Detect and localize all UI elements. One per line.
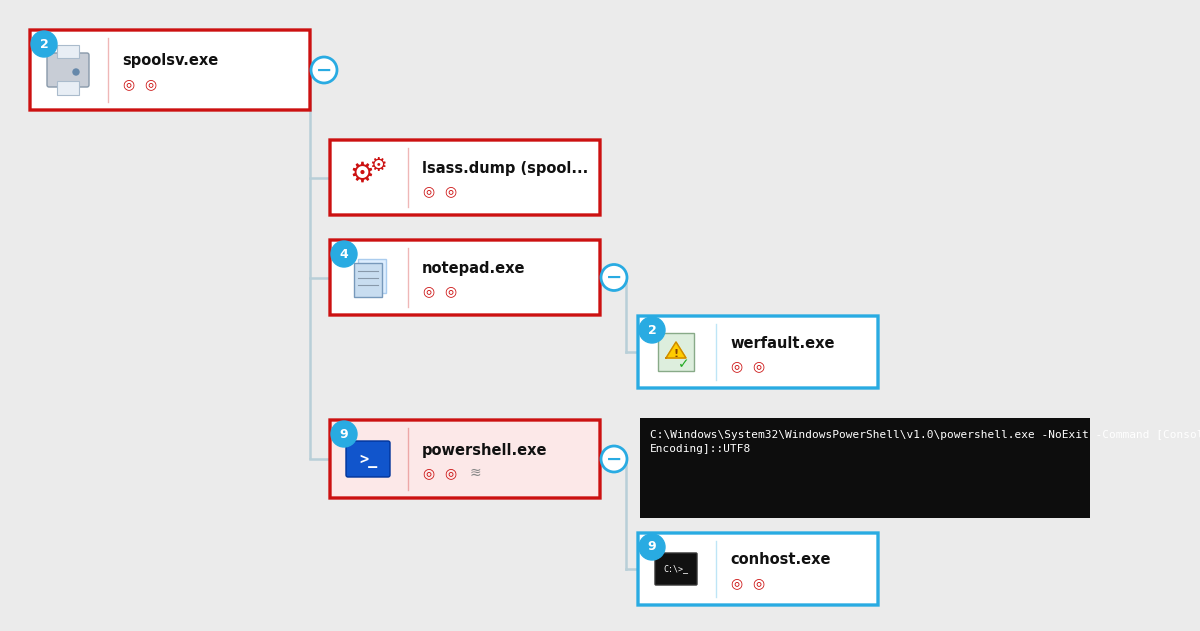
FancyBboxPatch shape: [30, 30, 310, 110]
Text: >_: >_: [359, 452, 377, 468]
Text: ◎: ◎: [444, 466, 456, 480]
Text: conhost.exe: conhost.exe: [730, 553, 830, 567]
Text: −: −: [606, 449, 622, 468]
FancyBboxPatch shape: [330, 420, 600, 498]
Polygon shape: [666, 342, 686, 358]
Circle shape: [331, 241, 358, 267]
Text: C:\Windows\System32\WindowsPowerShell\v1.0\powershell.exe -NoExit -Command [Cons: C:\Windows\System32\WindowsPowerShell\v1…: [650, 430, 1200, 454]
Text: spoolsv.exe: spoolsv.exe: [122, 54, 218, 69]
Circle shape: [640, 534, 665, 560]
FancyBboxPatch shape: [354, 262, 382, 297]
Text: 2: 2: [40, 37, 48, 50]
Circle shape: [331, 421, 358, 447]
Text: werfault.exe: werfault.exe: [730, 336, 834, 350]
Circle shape: [31, 31, 58, 57]
FancyBboxPatch shape: [638, 533, 878, 605]
Text: ◎: ◎: [730, 359, 742, 373]
Text: ◎: ◎: [122, 77, 134, 91]
Text: ◎: ◎: [444, 184, 456, 199]
FancyBboxPatch shape: [658, 333, 694, 371]
FancyBboxPatch shape: [346, 441, 390, 477]
FancyBboxPatch shape: [330, 240, 600, 315]
Text: C:\>_: C:\>_: [664, 565, 689, 574]
Text: −: −: [606, 268, 622, 287]
Text: ◎: ◎: [444, 285, 456, 298]
Text: ◎: ◎: [422, 184, 434, 199]
Text: ≋: ≋: [470, 466, 481, 480]
Text: ◎: ◎: [422, 285, 434, 298]
Text: !: !: [673, 349, 678, 359]
Text: ◎: ◎: [752, 359, 764, 373]
FancyBboxPatch shape: [638, 316, 878, 388]
Text: 9: 9: [340, 427, 348, 440]
Text: notepad.exe: notepad.exe: [422, 261, 526, 276]
Text: ✓: ✓: [678, 357, 690, 371]
Circle shape: [311, 57, 337, 83]
Text: ◎: ◎: [422, 466, 434, 480]
Circle shape: [601, 264, 628, 290]
FancyBboxPatch shape: [330, 140, 600, 215]
Text: ⚙: ⚙: [370, 156, 386, 175]
Text: 4: 4: [340, 247, 348, 261]
Text: powershell.exe: powershell.exe: [422, 442, 547, 457]
Circle shape: [640, 317, 665, 343]
FancyBboxPatch shape: [58, 81, 79, 95]
FancyBboxPatch shape: [655, 553, 697, 585]
FancyBboxPatch shape: [358, 259, 386, 293]
FancyBboxPatch shape: [58, 45, 79, 58]
Circle shape: [601, 446, 628, 472]
Text: lsass.dump (spool...: lsass.dump (spool...: [422, 161, 588, 176]
Text: ◎: ◎: [144, 77, 156, 91]
Text: −: −: [316, 61, 332, 80]
Circle shape: [73, 69, 79, 75]
Text: 2: 2: [648, 324, 656, 336]
Text: ⚙: ⚙: [349, 160, 374, 187]
Text: 9: 9: [648, 541, 656, 553]
FancyBboxPatch shape: [47, 53, 89, 87]
Text: ◎: ◎: [730, 576, 742, 590]
Text: ◎: ◎: [752, 576, 764, 590]
FancyBboxPatch shape: [640, 418, 1090, 518]
